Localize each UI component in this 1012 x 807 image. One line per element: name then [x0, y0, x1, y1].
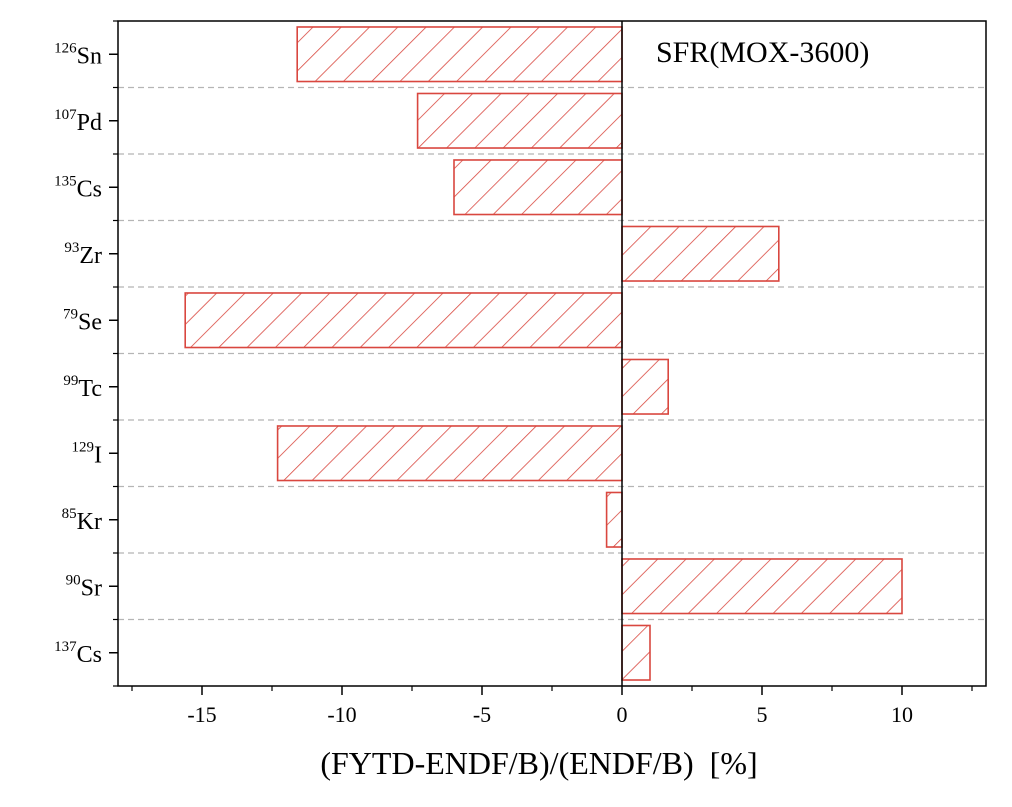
y-tick-label: 99Tc: [63, 373, 102, 402]
bar-135cs: [453, 159, 623, 216]
bar-137cs: [621, 624, 651, 681]
bar-85kr: [605, 491, 623, 548]
x-tick-label: 10: [891, 702, 913, 727]
x-tick-label: 5: [757, 702, 768, 727]
grid-lines: [118, 86, 986, 621]
x-tick-label: -15: [187, 702, 216, 727]
y-tick-label: 129I: [72, 439, 103, 468]
x-tick-label: -10: [327, 702, 356, 727]
y-tick-label: 137Cs: [54, 639, 102, 668]
y-axis-ticks: 126Sn 107Pd 135Cs 93Zr 79Se 99Tc 129I 85Kr 90Sr 1…: [54, 20, 118, 687]
y-tick-label: 93Zr: [64, 240, 102, 269]
y-tick-label: 79Se: [63, 306, 102, 335]
bar-93zr: [621, 225, 780, 282]
y-tick-label: 135Cs: [54, 173, 102, 202]
y-tick-label: 85Kr: [62, 506, 102, 535]
y-tick-label: 107Pd: [54, 107, 102, 136]
x-axis-ticks: -15 -10 -5 0 5 10: [131, 686, 973, 727]
bar-79se: [184, 292, 623, 349]
bar-90sr: [621, 558, 903, 615]
bar-126sn: [296, 26, 623, 83]
x-axis-label: (FYTD-ENDF/B)/(ENDF/B) [%]: [320, 745, 757, 781]
bar-129i: [276, 425, 623, 482]
y-tick-label: 126Sn: [54, 40, 102, 69]
x-tick-label: 0: [617, 702, 628, 727]
bar-99tc: [621, 358, 670, 415]
y-tick-label: 90Sr: [66, 572, 102, 601]
bar-107pd: [416, 92, 623, 149]
chart-title: SFR(MOX-3600): [656, 36, 869, 69]
x-tick-label: -5: [473, 702, 491, 727]
